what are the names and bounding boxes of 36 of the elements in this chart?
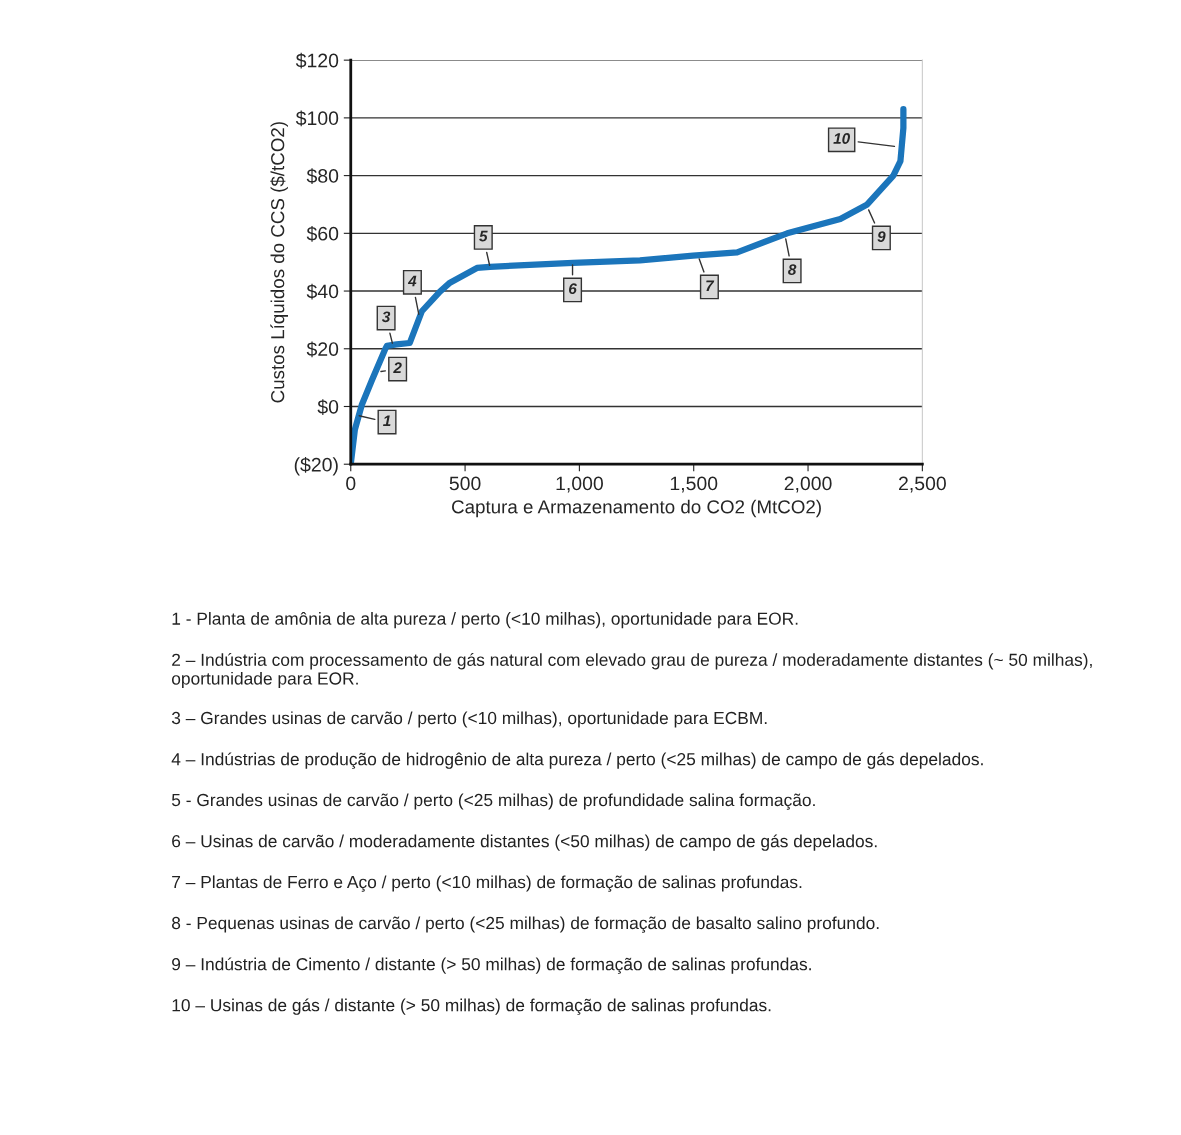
- text: 9 – Indústria de Cimento / distante (> 50 milhas) de formação de salinas profundas.: [172, 957, 811, 974]
- annotation: 3: [381, 311, 391, 323]
- x-tick-label: 2,500: [899, 476, 946, 493]
- text: 10 – Usinas de gás / distante (> 50 milhas) de formação de salinas profundas.: [172, 998, 771, 1015]
- text: 1 - Planta de amônia de alta pureza / perto (<10 milhas), oportunidade para EOR.: [172, 612, 798, 629]
- annotation: 5: [479, 230, 488, 242]
- y-tick-label: $100: [295, 110, 339, 127]
- x-axis-title: Captura e Armazenamento do CO2 (MtCO2): [452, 499, 821, 518]
- y-tick-label: $0: [317, 399, 339, 415]
- x-tick-label: 500: [449, 476, 481, 491]
- annotation: 8: [788, 264, 797, 276]
- annotation: 2: [393, 362, 402, 374]
- annotation: 10: [833, 133, 850, 144]
- text: 3 – Grandes usinas de carvão / perto (<10 milhas), oportunidade para ECBM.: [171, 711, 767, 728]
- x-tick-label: 1,000: [556, 476, 603, 493]
- y-tick-label: $80: [306, 168, 339, 184]
- y-tick-label: $120: [295, 52, 339, 69]
- annotation: 1: [383, 415, 391, 427]
- text: 8 - Pequenas usinas de carvão / perto (<25 milhas) de formação de basalto salino profundo.: [172, 916, 879, 933]
- y-tick-label: $40: [306, 283, 339, 300]
- x-tick-label: 2,000: [784, 476, 832, 493]
- text: 4 – Indústrias de produção de hidrogênio de alta pureza / perto (<25 milhas) de campo de gás depelados.: [171, 752, 983, 769]
- annotation: 9: [877, 231, 886, 242]
- y-tick-label: $20: [306, 341, 339, 358]
- text: 2 – Indústria com processamento de gás natural com elevado grau de pureza / moderadamente distantes (~ 50 milhas), oportunidade para EOR.: [171, 653, 1092, 689]
- y-tick-label: $60: [306, 225, 339, 242]
- y-tick-label: ($20): [294, 457, 338, 476]
- text: 7 – Plantas de Ferro e Aço / perto (<10 milhas) de formação de salinas profundas.: [172, 875, 802, 892]
- x-tick-label: 1,500: [670, 476, 718, 493]
- text: 6 – Usinas de carvão / moderadamente distantes (<50 milhas) de campo de gás depelados.: [172, 834, 877, 851]
- text: 5 - Grandes usinas de carvão / perto (<25 milhas) de profundidade salina formação.: [171, 793, 815, 810]
- y-axis-title: Custos Líquidos do CCS ($/tCO2): [270, 122, 289, 403]
- annotation: 6: [569, 283, 577, 295]
- annotation: 4: [407, 275, 417, 287]
- x-tick-label: 0: [346, 476, 356, 491]
- annotation: 7: [706, 280, 715, 291]
